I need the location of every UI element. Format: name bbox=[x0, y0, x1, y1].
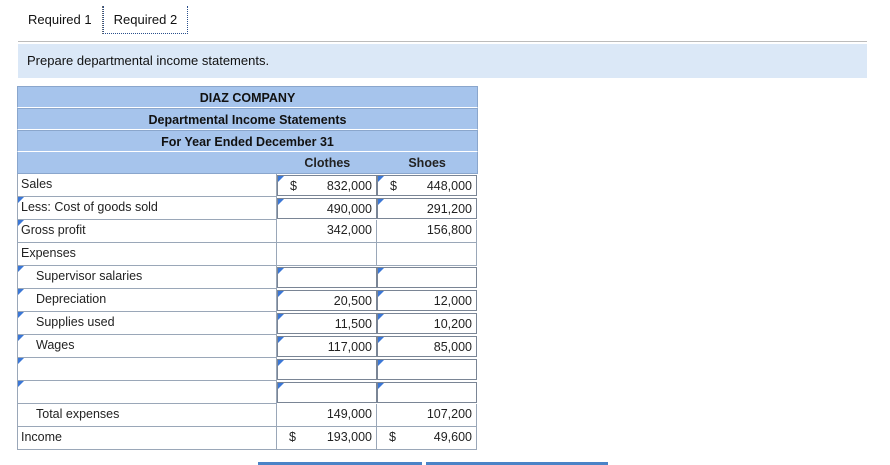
row-total-expenses: Total expenses 149,000 107,200 bbox=[17, 404, 478, 427]
row-blank-1 bbox=[17, 358, 478, 381]
shoes-depreciation-input[interactable]: 12,000 bbox=[377, 290, 477, 311]
label-sales[interactable]: Sales bbox=[17, 174, 277, 197]
label-expenses: Expenses bbox=[17, 243, 277, 266]
label-cogs[interactable]: Less: Cost of goods sold bbox=[17, 197, 277, 220]
flag-icon bbox=[278, 337, 284, 343]
clothes-depreciation-input[interactable]: 20,500 bbox=[277, 290, 377, 311]
column-header-row: Clothes Shoes bbox=[17, 152, 478, 174]
clothes-empty bbox=[277, 243, 377, 266]
statement-title: Departmental Income Statements bbox=[17, 108, 478, 130]
label-income[interactable]: Income bbox=[17, 427, 277, 450]
clothes-supplies-input[interactable]: 11,500 bbox=[277, 313, 377, 334]
shoes-blank-2-input[interactable] bbox=[377, 382, 477, 403]
flag-icon bbox=[278, 199, 284, 205]
flag-icon bbox=[378, 360, 384, 366]
flag-icon bbox=[18, 266, 24, 272]
company-name: DIAZ COMPANY bbox=[17, 86, 478, 108]
clothes-blank-1-input[interactable] bbox=[277, 359, 377, 380]
shoes-supervisor-input[interactable] bbox=[377, 267, 477, 288]
flag-icon bbox=[18, 289, 24, 295]
clothes-wages-input[interactable]: 117,000 bbox=[277, 336, 377, 357]
clothes-blank-2-input[interactable] bbox=[277, 382, 377, 403]
label-supplies-used[interactable]: Supplies used bbox=[17, 312, 277, 335]
flag-icon bbox=[278, 360, 284, 366]
flag-icon bbox=[378, 268, 384, 274]
shoes-empty bbox=[377, 243, 477, 266]
label-blank-1[interactable] bbox=[17, 358, 277, 381]
clothes-supervisor-input[interactable] bbox=[277, 267, 377, 288]
shoes-total-expenses: 107,200 bbox=[377, 404, 477, 427]
flag-icon bbox=[278, 268, 284, 274]
flag-icon bbox=[378, 176, 384, 182]
clothes-gross-profit: 342,000 bbox=[277, 220, 377, 243]
label-blank-2[interactable] bbox=[17, 381, 277, 404]
flag-icon bbox=[378, 337, 384, 343]
clothes-income: $193,000 bbox=[277, 427, 377, 450]
flag-icon bbox=[18, 220, 24, 226]
dollar-sign: $ bbox=[289, 430, 296, 444]
flag-icon bbox=[378, 383, 384, 389]
flag-icon bbox=[278, 314, 284, 320]
statement-period: For Year Ended December 31 bbox=[17, 130, 478, 152]
row-expenses-heading: Expenses bbox=[17, 243, 478, 266]
column-header-shoes: Shoes bbox=[408, 156, 446, 170]
tab-required-1[interactable]: Required 1 bbox=[18, 6, 103, 34]
tab-required-2[interactable]: Required 2 bbox=[102, 6, 189, 34]
clothes-cogs-input[interactable]: 490,000 bbox=[277, 198, 377, 219]
dollar-sign: $ bbox=[390, 179, 397, 193]
flag-icon bbox=[278, 291, 284, 297]
flag-icon bbox=[378, 291, 384, 297]
row-gross-profit: Gross profit 342,000 156,800 bbox=[17, 220, 478, 243]
row-supplies-used: Supplies used 11,500 10,200 bbox=[17, 312, 478, 335]
column-header-clothes: Clothes bbox=[304, 156, 351, 170]
shoes-wages-input[interactable]: 85,000 bbox=[377, 336, 477, 357]
clothes-total-expenses: 149,000 bbox=[277, 404, 377, 427]
row-depreciation: Depreciation 20,500 12,000 bbox=[17, 289, 478, 312]
row-income: Income $193,000 $49,600 bbox=[17, 427, 478, 450]
label-wages[interactable]: Wages bbox=[17, 335, 277, 358]
flag-icon bbox=[278, 383, 284, 389]
tab-divider bbox=[18, 41, 867, 42]
flag-icon bbox=[18, 197, 24, 203]
dollar-sign: $ bbox=[389, 430, 396, 444]
clothes-sales-input[interactable]: $ 832,000 bbox=[277, 175, 377, 196]
row-cogs: Less: Cost of goods sold 490,000 291,200 bbox=[17, 197, 478, 220]
flag-icon bbox=[18, 312, 24, 318]
shoes-income: $49,600 bbox=[377, 427, 477, 450]
flag-icon bbox=[378, 314, 384, 320]
prev-button-edge[interactable] bbox=[258, 462, 422, 465]
flag-icon bbox=[18, 381, 24, 387]
shoes-gross-profit: 156,800 bbox=[377, 220, 477, 243]
tab-bar: Required 1 Required 2 bbox=[18, 6, 189, 40]
shoes-cogs-input[interactable]: 291,200 bbox=[377, 198, 477, 219]
label-gross-profit[interactable]: Gross profit bbox=[17, 220, 277, 243]
instruction-text: Prepare departmental income statements. bbox=[18, 44, 867, 78]
next-button-edge[interactable] bbox=[426, 462, 608, 465]
flag-icon bbox=[18, 335, 24, 341]
column-header-blank bbox=[18, 152, 277, 173]
label-supervisor-salaries[interactable]: Supervisor salaries bbox=[17, 266, 277, 289]
label-depreciation[interactable]: Depreciation bbox=[17, 289, 277, 312]
row-supervisor-salaries: Supervisor salaries bbox=[17, 266, 478, 289]
flag-icon bbox=[18, 358, 24, 364]
row-wages: Wages 117,000 85,000 bbox=[17, 335, 478, 358]
row-blank-2 bbox=[17, 381, 478, 404]
income-statement-sheet: DIAZ COMPANY Departmental Income Stateme… bbox=[17, 86, 478, 450]
shoes-sales-input[interactable]: $ 448,000 bbox=[377, 175, 477, 196]
row-sales: Sales $ 832,000 $ 448,000 bbox=[17, 174, 478, 197]
dollar-sign: $ bbox=[290, 179, 297, 193]
label-total-expenses: Total expenses bbox=[17, 404, 277, 427]
flag-icon bbox=[278, 176, 284, 182]
shoes-supplies-input[interactable]: 10,200 bbox=[377, 313, 477, 334]
shoes-blank-1-input[interactable] bbox=[377, 359, 477, 380]
flag-icon bbox=[378, 199, 384, 205]
